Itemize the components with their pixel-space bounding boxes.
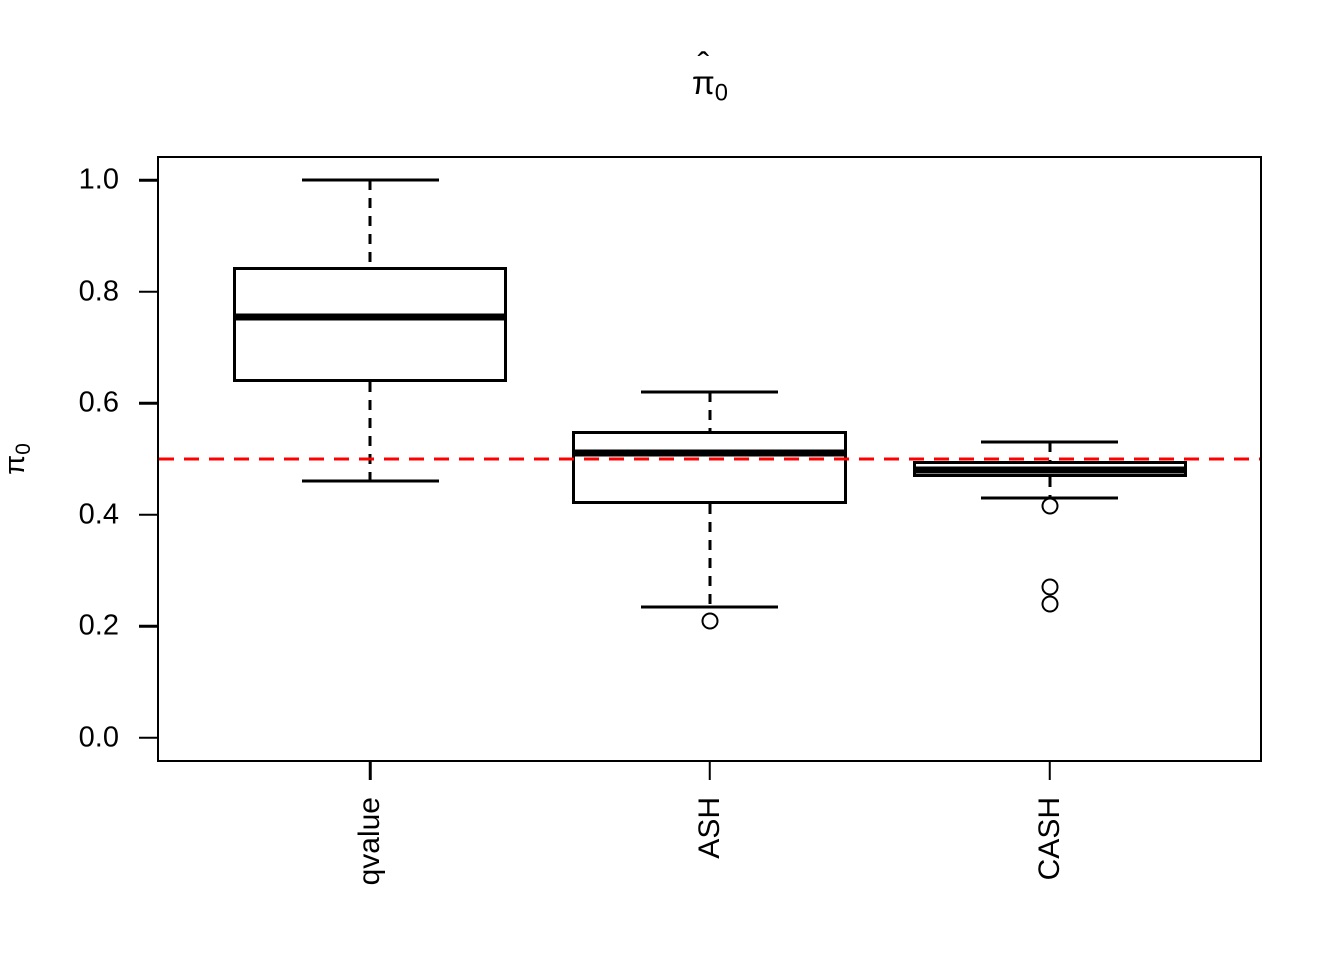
y-axis-tick	[139, 513, 159, 516]
y-axis-label: ˆπ0	[0, 443, 35, 475]
upper-whisker-cap	[641, 390, 778, 394]
box-iqr	[572, 431, 847, 504]
y-axis-tick-label: 0.0	[78, 721, 119, 754]
pi-symbol: π	[692, 64, 715, 101]
upper-whisker-cap	[302, 178, 439, 182]
title-subscript: 0	[714, 79, 728, 107]
plot-area: 1.0 0.8 0.6 0.4 0.2 0.0 qvalue ASH CASH	[79, 156, 1262, 885]
x-axis-tick	[1048, 760, 1051, 780]
y-axis-tick	[139, 736, 159, 739]
ylabel-pi-hat-symbol: ˆπ	[0, 455, 31, 475]
lower-whisker-line	[708, 503, 711, 607]
lower-whisker-line	[368, 382, 372, 482]
y-axis-tick	[139, 624, 159, 628]
outlier-point	[1041, 578, 1059, 596]
lower-whisker-cap	[641, 605, 778, 609]
reference-line	[159, 457, 1260, 461]
y-axis-tick-label: 1.0	[78, 163, 119, 196]
outlier-point	[1041, 497, 1059, 515]
y-axis-tick-label: 0.2	[78, 609, 119, 642]
ylabel-hat-accent: ˆ	[0, 460, 17, 470]
lower-whisker-line	[1048, 477, 1052, 498]
upper-whisker-cap	[981, 440, 1118, 444]
y-axis-tick-label: 0.4	[78, 498, 119, 531]
y-axis-tick-label: 0.6	[78, 386, 119, 419]
x-axis-tick	[708, 760, 711, 780]
x-axis-category-label: CASH	[1032, 797, 1066, 881]
x-axis-category-label: ASH	[692, 797, 726, 859]
outlier-point	[701, 612, 718, 630]
y-axis-tick	[139, 179, 159, 182]
chart-title: ˆ π0	[157, 48, 1263, 107]
x-axis-tick	[369, 760, 372, 780]
outlier-point	[1041, 595, 1059, 613]
hat-accent: ˆ	[697, 45, 710, 84]
y-axis-tick	[139, 290, 159, 294]
upper-whisker-line	[1048, 442, 1052, 461]
median-line	[233, 313, 508, 321]
upper-whisker-line	[368, 180, 372, 267]
ylabel-subscript: 0	[11, 443, 35, 455]
median-line	[912, 466, 1187, 474]
x-axis-category-label: qvalue	[353, 797, 387, 886]
upper-whisker-line	[708, 392, 711, 432]
lower-whisker-cap	[302, 479, 439, 483]
median-line	[572, 449, 847, 457]
y-axis-tick-label: 0.8	[78, 275, 119, 308]
box-iqr	[233, 266, 508, 383]
y-axis-tick	[139, 402, 159, 405]
